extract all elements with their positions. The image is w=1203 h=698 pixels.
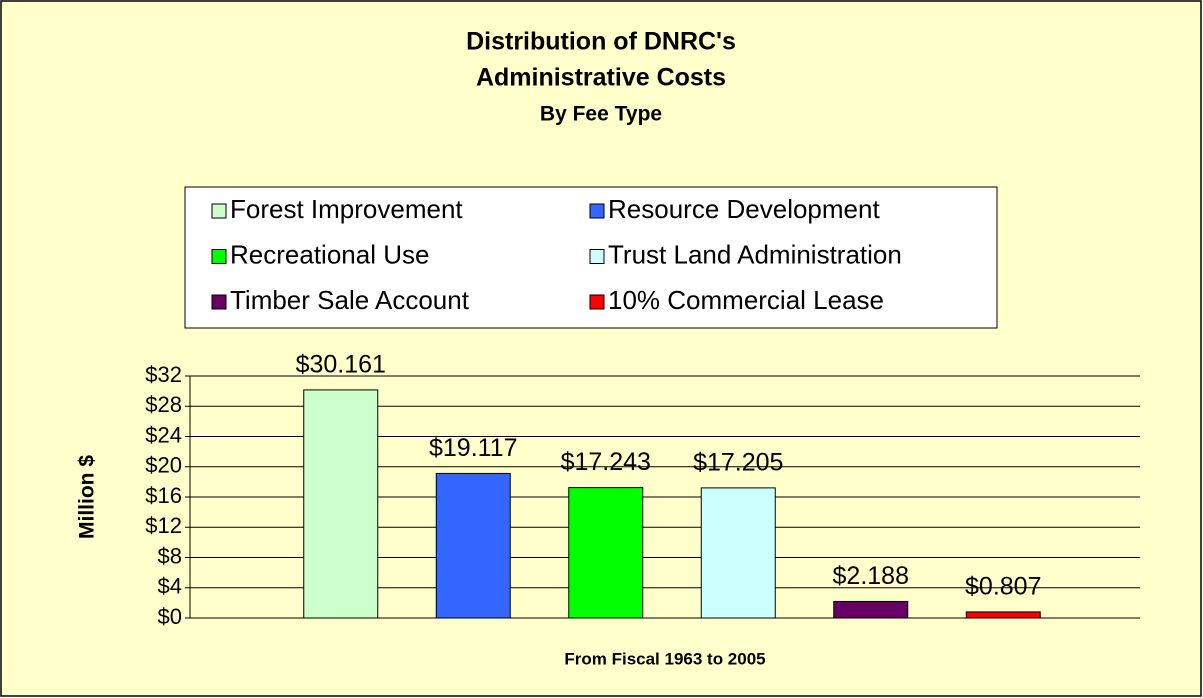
data-label: $0.807	[965, 573, 1041, 601]
x-axis-label: From Fiscal 1963 to 2005	[564, 649, 765, 668]
legend-label: Timber Sale Account	[230, 285, 470, 315]
chart-title: Administrative Costs	[476, 64, 726, 92]
bar	[435, 472, 511, 619]
y-tick-label: $20	[145, 453, 182, 478]
y-tick-label: $16	[145, 483, 182, 508]
y-tick-label: $0	[158, 604, 182, 629]
data-label: $17.243	[561, 448, 651, 476]
legend-swatch	[211, 249, 227, 264]
bar	[965, 611, 1041, 619]
y-tick-label: $28	[145, 392, 182, 417]
data-label: $2.188	[833, 562, 909, 590]
legend-swatch	[211, 203, 227, 219]
legend-label: Forest Improvement	[230, 194, 463, 224]
legend-swatch	[589, 203, 605, 219]
data-label: $17.205	[693, 448, 783, 476]
legend-label: Trust Land Administration	[608, 239, 902, 269]
y-axis-label: Million $	[76, 455, 99, 539]
legend-label: 10% Commercial Lease	[608, 285, 884, 315]
bar	[568, 487, 644, 619]
data-label: $19.117	[429, 434, 518, 462]
legend-swatch	[211, 294, 227, 310]
legend-label: Recreational Use	[230, 239, 429, 269]
legend-swatch	[589, 249, 605, 264]
bar	[700, 487, 776, 619]
data-label: $30.161	[296, 351, 386, 379]
y-tick-label: $12	[145, 513, 182, 538]
legend-label: Resource Development	[608, 194, 880, 224]
legend-swatch	[589, 294, 605, 310]
y-tick-label: $32	[145, 362, 182, 387]
y-tick-label: $24	[145, 422, 182, 447]
chart-subtitle: By Fee Type	[540, 103, 662, 126]
y-tick-label: $8	[158, 543, 182, 568]
y-tick-label: $4	[158, 574, 182, 599]
bar	[303, 389, 379, 619]
bar	[833, 600, 909, 619]
chart-title: Distribution of DNRC's	[466, 28, 736, 56]
